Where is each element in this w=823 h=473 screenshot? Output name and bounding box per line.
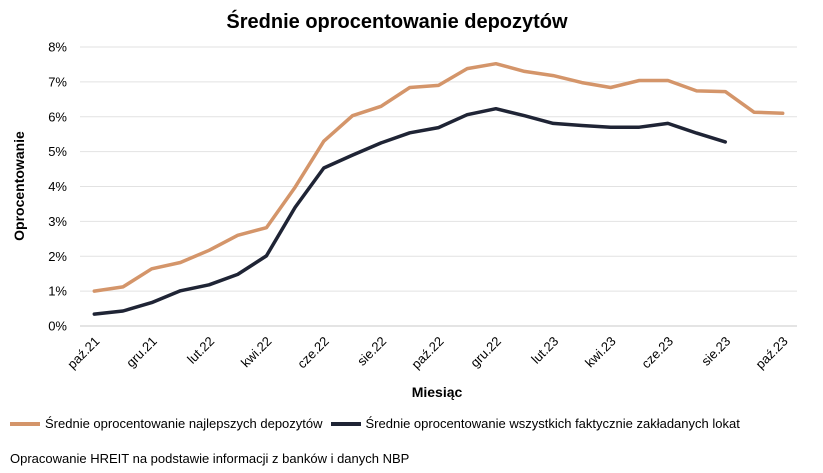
x-tick-label: sie.23 <box>698 334 733 369</box>
x-axis-ticks: paź.21 gru.21 lut.22 kwi.22 cze.22 sie.22 paź.… <box>64 334 791 372</box>
x-tick-label: cze.23 <box>638 334 676 372</box>
x-tick-label: sie.22 <box>354 334 389 369</box>
legend-swatch-all-deposits <box>330 421 361 426</box>
y-tick-label: 2% <box>48 249 67 264</box>
x-tick-label: cze.22 <box>294 334 332 372</box>
y-tick-label: 0% <box>48 319 67 334</box>
y-tick-label: 4% <box>48 179 67 194</box>
series-lines <box>92 61 785 316</box>
y-tick-label: 5% <box>48 144 67 159</box>
legend: Średnie oprocentowanie najlepszych depoz… <box>10 416 748 431</box>
x-tick-label: lut.22 <box>184 334 217 367</box>
chart-title: Średnie oprocentowanie depozytów <box>226 9 568 33</box>
legend-item-best-deposits: Średnie oprocentowanie najlepszych depoz… <box>10 416 323 431</box>
x-tick-label: gru.21 <box>123 334 160 371</box>
y-tick-label: 1% <box>48 284 67 299</box>
legend-label-best-deposits: Średnie oprocentowanie najlepszych depoz… <box>45 416 323 431</box>
legend-label-all-deposits: Średnie oprocentowanie wszystkich faktyc… <box>365 416 740 431</box>
legend-item-all-deposits: Średnie oprocentowanie wszystkich faktyc… <box>330 416 740 431</box>
x-tick-label: paź.21 <box>64 334 102 372</box>
x-tick-label: gru.22 <box>467 334 504 371</box>
y-axis-label: Oprocentowanie <box>11 131 27 241</box>
x-tick-label: kwi.23 <box>582 334 619 371</box>
y-tick-label: 7% <box>48 74 67 89</box>
legend-swatch-best-deposits <box>10 421 40 426</box>
y-axis-ticks: 0% 1% 2% 3% 4% 5% 6% 7% 8% <box>48 40 67 334</box>
y-tick-label: 6% <box>48 109 67 124</box>
x-axis-label: Miesiąc <box>412 384 463 400</box>
x-tick-label: kwi.22 <box>238 334 275 371</box>
y-tick-label: 3% <box>48 214 67 229</box>
y-tick-label: 8% <box>48 40 67 55</box>
x-tick-label: paź.23 <box>753 334 791 372</box>
series-line-all-deposits <box>92 106 728 316</box>
x-tick-label: paź.22 <box>408 334 446 372</box>
source-note: Opracowanie HREIT na podstawie informacj… <box>10 451 410 466</box>
series-line-best-deposits <box>92 61 785 293</box>
x-tick-label: lut.23 <box>528 334 561 367</box>
